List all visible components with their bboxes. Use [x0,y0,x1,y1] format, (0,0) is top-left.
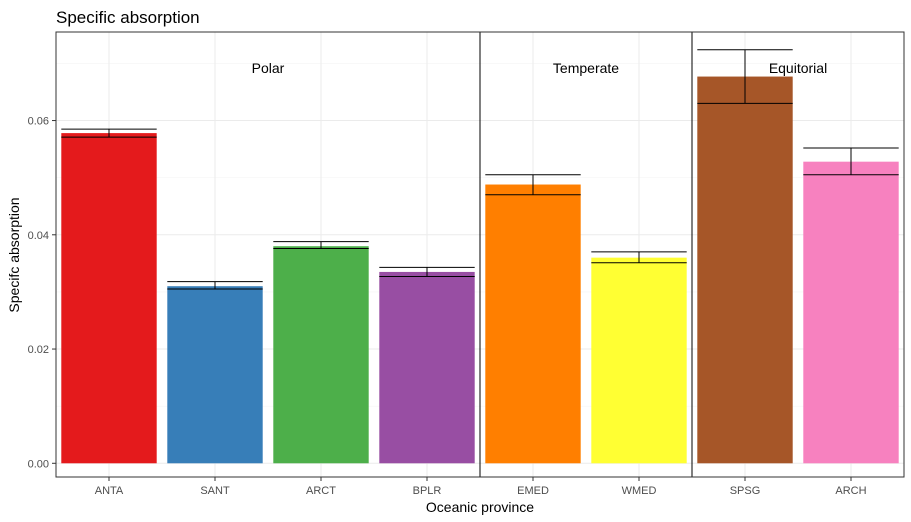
y-axis: 0.00 0.02 0.04 0.06 [28,116,56,470]
chart-title: Specific absorption [56,8,200,27]
error-bar-emed [485,174,581,196]
x-tick-label-spsg: SPSG [730,485,761,497]
error-bar-spsg [697,49,793,104]
bar-arct [273,246,369,464]
group-label-polar: Polar [252,60,285,76]
x-tick-label-anta: ANTA [95,485,124,497]
bar-anta [61,133,157,464]
y-tick-label: 0.00 [28,458,49,470]
y-axis-title: Specifc absorption [6,197,22,312]
error-bar-arct [273,241,369,250]
bar-spsg [697,76,793,464]
error-bar-sant [167,281,263,290]
bar-emed [485,184,581,464]
x-tick-label-arch: ARCH [835,485,866,497]
bar-sant [167,286,263,464]
y-tick-label: 0.06 [28,116,49,128]
error-bar-anta [61,128,157,138]
bar-bplr [379,271,475,464]
x-tick-label-sant: SANT [200,485,230,497]
panel-border [55,31,905,478]
x-axis-title: Oceanic province [426,499,534,515]
x-axis: ANTA SANT ARCT BPLR EMED WMED SPSG ARCH [95,477,867,497]
error-bars [61,49,899,290]
group-label-equitorial: Equitorial [769,60,827,76]
y-tick-label: 0.02 [28,344,49,356]
error-bar-bplr [379,266,475,277]
error-bar-arch [803,147,899,176]
x-tick-label-bplr: BPLR [413,485,442,497]
group-label-temperate: Temperate [553,60,619,76]
x-tick-label-arct: ARCT [306,485,336,497]
x-tick-label-emed: EMED [517,485,549,497]
error-bar-wmed [591,251,687,264]
bars [61,76,899,464]
group-dividers [479,32,693,477]
bar-wmed [591,257,687,464]
bar-arch [803,161,899,464]
x-tick-label-wmed: WMED [622,485,657,497]
y-tick-label: 0.04 [28,230,49,242]
group-labels: Polar Temperate Equitorial [252,60,828,76]
